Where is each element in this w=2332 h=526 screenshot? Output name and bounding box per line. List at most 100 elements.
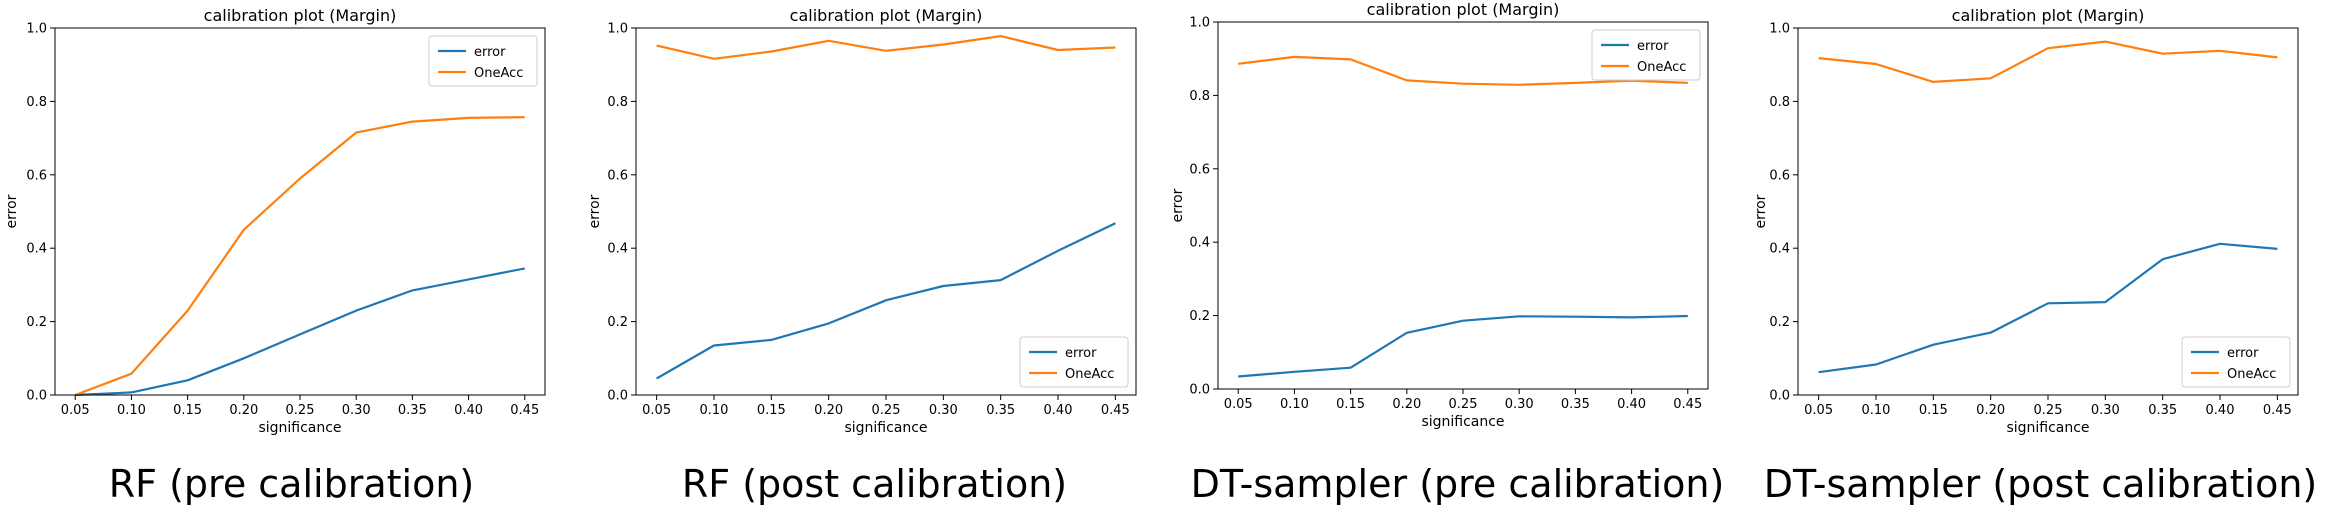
legend-label-oneacc: OneAcc: [1065, 367, 1114, 382]
x-tick-label: 0.35: [986, 403, 1015, 418]
y-tick-label: 0.6: [607, 168, 628, 183]
y-tick-label: 1.0: [607, 22, 628, 37]
x-axis-ticks: 0.05 0.10 0.15 0.20 0.25 0.30 0.35 0.40 0.45: [1224, 389, 1702, 412]
x-tick-label: 0.35: [1561, 397, 1590, 412]
calibration-chart-rf-post: calibration plot (Margin) 0.05 0.10 0.15 0.2…: [587, 6, 1137, 436]
y-tick-label: 0.4: [26, 242, 47, 257]
y-axis-label: error: [587, 194, 603, 228]
chart-panel-rf-pre: calibration plot (Margin) 0.05 0.10 0.15 0.2…: [0, 0, 583, 526]
x-tick-label: 0.15: [1336, 397, 1365, 412]
y-tick-label: 0.2: [26, 315, 47, 330]
x-tick-label: 0.40: [1617, 397, 1646, 412]
legend-label-error: error: [2227, 346, 2259, 361]
series-line-oneacc: [656, 34, 1116, 60]
x-tick-label: 0.25: [2034, 403, 2063, 418]
x-tick-label: 0.25: [286, 403, 315, 418]
y-tick-label: 0.8: [1189, 89, 1210, 104]
legend-label-oneacc: OneAcc: [2227, 367, 2276, 382]
y-tick-label: 0.6: [26, 168, 47, 183]
legend-label-oneacc: OneAcc: [474, 66, 523, 81]
x-tick-label: 0.40: [2206, 403, 2235, 418]
chart-title: calibration plot (Margin): [790, 6, 983, 25]
series-lines: [656, 34, 1116, 380]
legend-box: [1019, 336, 1129, 388]
y-tick-label: 1.0: [1189, 16, 1210, 31]
y-axis-ticks: 0.0 0.2 0.4 0.6 0.8 1.0: [1769, 22, 1798, 404]
y-tick-label: 0.4: [607, 242, 628, 257]
y-tick-label: 0.4: [1189, 236, 1210, 251]
legend-box: [428, 35, 538, 87]
legend: error OneAcc: [1591, 29, 1701, 81]
chart-title: calibration plot (Margin): [1952, 6, 2145, 25]
x-tick-label: 0.20: [814, 403, 843, 418]
series-lines: [1238, 55, 1688, 378]
y-tick-label: 0.2: [1769, 315, 1790, 330]
x-tick-label: 0.45: [1673, 397, 1702, 412]
x-axis-label: significance: [844, 420, 927, 436]
x-tick-label: 0.05: [642, 403, 671, 418]
y-tick-label: 0.6: [1769, 168, 1790, 183]
x-tick-label: 0.05: [1224, 397, 1253, 412]
x-axis-ticks: 0.05 0.10 0.15 0.20 0.25 0.30 0.35 0.40 0.45: [61, 395, 539, 418]
y-axis-ticks: 0.0 0.2 0.4 0.6 0.8 1.0: [26, 22, 55, 404]
x-tick-label: 0.15: [1919, 403, 1948, 418]
legend-label-error: error: [1637, 39, 1669, 54]
calibration-chart-rf-pre: calibration plot (Margin) 0.05 0.10 0.15 0.2…: [4, 6, 546, 436]
chart-caption-dt-pre: DT-sampler (pre calibration): [1190, 462, 1725, 506]
y-tick-label: 1.0: [26, 22, 47, 37]
y-tick-label: 0.4: [1769, 242, 1790, 257]
y-tick-label: 0.8: [26, 95, 47, 110]
chart-caption-dt-post: DT-sampler (post calibration): [1763, 462, 2318, 506]
x-axis-label: significance: [2006, 420, 2089, 436]
x-axis-ticks: 0.05 0.10 0.15 0.20 0.25 0.30 0.35 0.40 0.45: [1804, 395, 2292, 418]
legend-box: [2181, 336, 2291, 388]
series-lines: [1818, 40, 2278, 374]
series-line-error: [1818, 242, 2278, 374]
legend-label-error: error: [474, 45, 506, 60]
series-line-error: [656, 222, 1116, 380]
y-tick-label: 0.0: [1769, 389, 1790, 404]
x-tick-label: 0.20: [229, 403, 258, 418]
y-axis-ticks: 0.0 0.2 0.4 0.6 0.8 1.0: [607, 22, 636, 404]
x-tick-label: 0.35: [2148, 403, 2177, 418]
x-tick-label: 0.30: [2091, 403, 2120, 418]
x-tick-label: 0.25: [1449, 397, 1478, 412]
series-line-error: [75, 267, 526, 397]
y-tick-label: 0.0: [26, 389, 47, 404]
legend: error OneAcc: [1019, 336, 1129, 388]
x-tick-label: 0.10: [1862, 403, 1891, 418]
x-tick-label: 0.40: [1044, 403, 1073, 418]
chart-caption-rf-post: RF (post calibration): [681, 462, 1068, 506]
x-tick-label: 0.10: [700, 403, 729, 418]
x-axis-ticks: 0.05 0.10 0.15 0.20 0.25 0.30 0.35 0.40 0.45: [642, 395, 1130, 418]
x-tick-label: 0.40: [454, 403, 483, 418]
x-tick-label: 0.15: [757, 403, 786, 418]
series-lines: [74, 116, 526, 397]
y-tick-label: 0.8: [1769, 95, 1790, 110]
series-line-error: [1238, 314, 1688, 378]
x-tick-label: 0.45: [510, 403, 539, 418]
x-tick-label: 0.35: [398, 403, 427, 418]
legend-label-error: error: [1065, 346, 1097, 361]
x-tick-label: 0.30: [929, 403, 958, 418]
chart-panel-rf-post: calibration plot (Margin) 0.05 0.10 0.15 0.2…: [583, 0, 1166, 526]
series-line-oneacc: [1818, 40, 2278, 84]
legend-box: [1591, 29, 1701, 81]
calibration-chart-dt-pre: calibration plot (Margin) 0.05 0.10 0.15 0.2…: [1170, 0, 1709, 430]
x-tick-label: 0.30: [342, 403, 371, 418]
y-axis-label: error: [1753, 194, 1769, 228]
y-axis-label: error: [1170, 188, 1186, 222]
y-tick-label: 0.6: [1189, 162, 1210, 177]
y-tick-label: 0.0: [607, 389, 628, 404]
x-tick-label: 0.20: [1392, 397, 1421, 412]
x-axis-label: significance: [1421, 414, 1504, 430]
y-tick-label: 1.0: [1769, 22, 1790, 37]
y-axis-ticks: 0.0 0.2 0.4 0.6 0.8 1.0: [1189, 16, 1218, 398]
y-tick-label: 0.2: [1189, 309, 1210, 324]
x-tick-label: 0.10: [117, 403, 146, 418]
x-axis-label: significance: [258, 420, 341, 436]
series-line-oneacc: [1238, 55, 1688, 86]
calibration-chart-dt-post: calibration plot (Margin) 0.05 0.10 0.15 0.2…: [1753, 6, 2299, 436]
y-tick-label: 0.8: [607, 95, 628, 110]
